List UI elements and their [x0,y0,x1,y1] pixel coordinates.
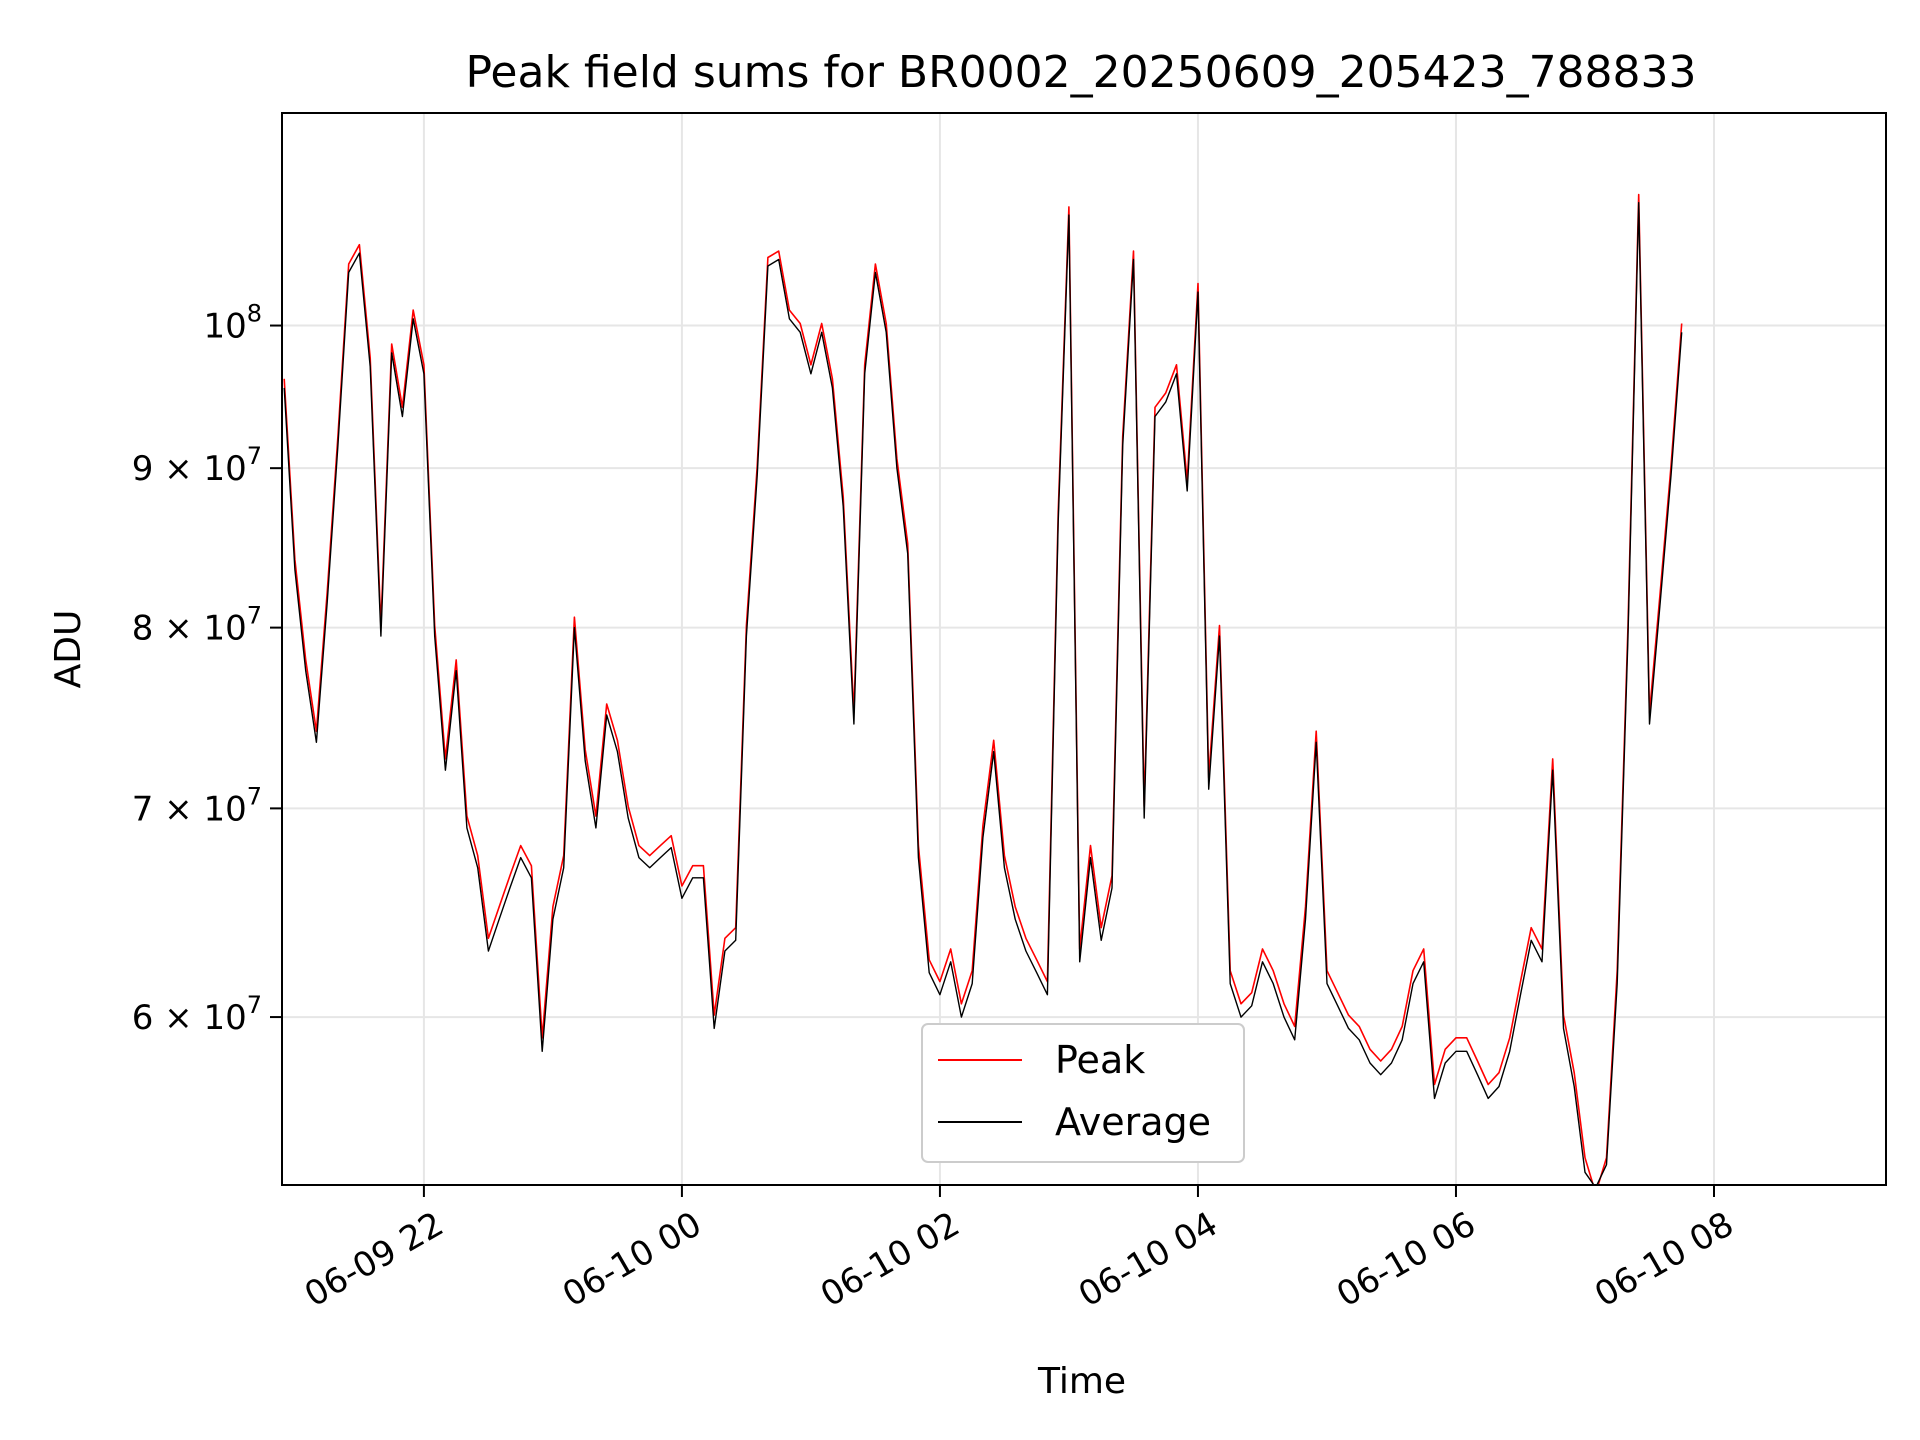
y-tick-label: 6 × 107 [132,991,262,1038]
y-axis: 6 × 107 7 × 107 8 × 107 9 × 107 108 [132,300,282,1038]
chart-title: Peak field sums for BR0002_20250609_2054… [465,47,1696,98]
plot-area [283,193,1683,1185]
y-tick-label: 9 × 107 [132,442,262,489]
legend-label-peak: Peak [1055,1038,1145,1082]
x-axis-title: Time [1037,1361,1126,1402]
legend: Peak Average [921,1023,1245,1163]
legend-label-average: Average [1055,1100,1211,1144]
y-axis-title: ADU [48,610,89,689]
y-tick-label: 108 [203,300,262,347]
plot-frame [281,112,1887,1186]
y-tick-label: 8 × 107 [132,602,262,649]
grid [282,113,1886,1185]
y-tick-label: 7 × 107 [132,782,262,829]
series-line-peak [283,193,1683,1185]
series-line-average [283,201,1683,1185]
series-layer [283,193,1683,1185]
legend-box [921,1023,1245,1163]
